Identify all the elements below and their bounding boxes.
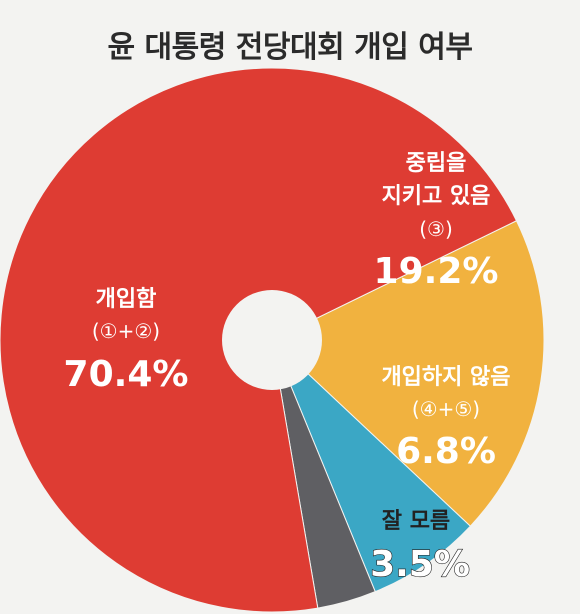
slice-label-dunno: 잘 모름	[382, 509, 450, 534]
slice-code-gaeipham: (①+②)	[92, 319, 160, 343]
slice-value-not: 6.8%	[396, 431, 496, 472]
slice-label-neutral-2: 지키고 있음	[382, 184, 491, 209]
chart-title: 윤 대통령 전당대회 개입 여부	[107, 30, 473, 65]
pie-slice-1	[271, 220, 545, 527]
donut-hole	[222, 290, 322, 390]
pie-slice-2	[271, 339, 472, 593]
slice-label-neutral-1: 중립을	[406, 151, 467, 176]
slice-value-dunno: 3.5%	[370, 544, 470, 585]
slice-code-neutral: (③)	[419, 217, 453, 241]
slice-label-not: 개입하지 않음	[381, 365, 510, 390]
slice-label-gaeipham: 개입함	[96, 287, 157, 312]
slice-code-not: (④+⑤)	[412, 397, 480, 421]
slice-value-neutral: 19.2%	[374, 251, 499, 292]
slice-value-gaeipham: 70.4%	[64, 354, 189, 395]
